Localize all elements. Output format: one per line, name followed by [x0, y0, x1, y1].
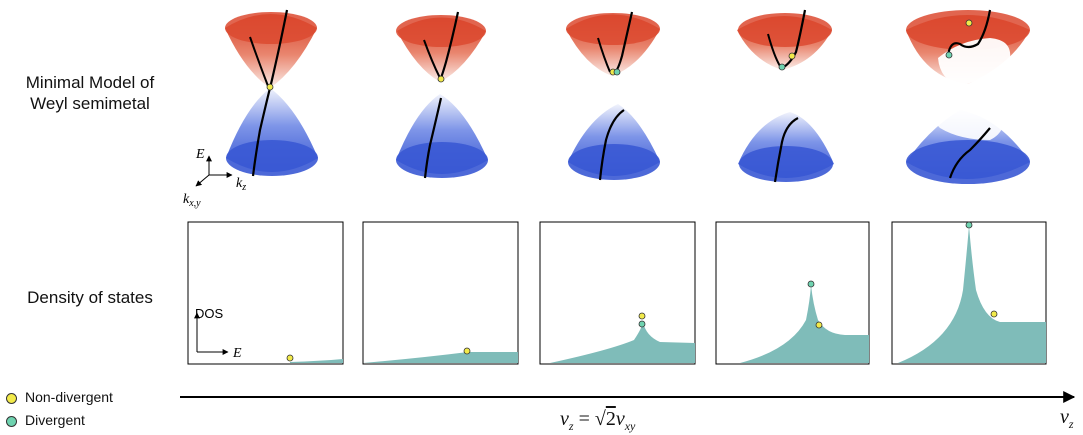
band-curve-2b	[423, 39, 441, 79]
dos-node-5b	[990, 310, 998, 318]
band-curve-4a	[781, 9, 807, 69]
cone-panel-3	[566, 11, 660, 181]
band-curve-5b	[948, 127, 991, 179]
band-curve-4b	[767, 33, 781, 67]
dos-panel-5	[891, 221, 1047, 365]
band-curve-3b	[597, 37, 611, 73]
axis-e-label: E	[195, 147, 205, 162]
legend-divergent: Divergent	[6, 412, 85, 428]
node-1	[266, 83, 274, 91]
band-curve-3c	[598, 109, 625, 181]
dos-node-1	[286, 354, 294, 362]
axis-kxy-label: kx,y	[183, 192, 201, 209]
legend-non-divergent-label: Non-divergent	[25, 389, 113, 405]
vz-condition: vz = √2vxy	[560, 408, 636, 433]
upper-rim-3	[566, 13, 660, 45]
node-4b	[778, 63, 786, 71]
model-label-line2: Weyl semimetal	[30, 94, 150, 113]
lower-rim-4	[739, 146, 833, 182]
vz-axis-label: vz	[1060, 406, 1074, 431]
lower-rim-2	[396, 142, 488, 178]
green-dot-icon	[6, 415, 17, 427]
dos-axis-x-label: E	[232, 346, 242, 361]
dos-panel-1: DOS E	[187, 221, 344, 365]
yellow-dot-icon	[6, 392, 17, 404]
upper-hole-5	[938, 38, 1011, 86]
dos-panel-3	[539, 221, 696, 365]
axis-3d-indicator: E kz kx,y	[183, 147, 246, 209]
band-curve-1b	[249, 36, 269, 87]
lower-rim-5	[906, 140, 1030, 184]
dos-panel-2	[362, 221, 519, 365]
dos-node-3b	[638, 320, 646, 328]
dos-node-4b	[815, 321, 823, 329]
node-5a	[965, 19, 973, 27]
model-label-line1: Minimal Model of	[25, 73, 155, 92]
cone-panel-4	[737, 9, 834, 183]
node-3b	[613, 68, 621, 76]
upper-rim-1	[225, 12, 317, 44]
legend-non-divergent: Non-divergent	[6, 389, 113, 405]
upper-rim-4	[738, 13, 832, 47]
axis-kz-label: kz	[236, 176, 246, 193]
node-4a	[788, 52, 796, 60]
dos-node-5a	[965, 221, 973, 229]
model-row-label: Minimal Model of Weyl semimetal	[0, 72, 180, 114]
dos-panel-4	[715, 221, 870, 365]
dos-node-4a	[807, 280, 815, 288]
axis-kxy	[195, 174, 210, 187]
band-curve-4c	[773, 117, 799, 183]
lower-rim-1	[226, 140, 318, 176]
cone-panel-2	[396, 11, 488, 179]
node-2	[437, 75, 445, 83]
lower-hole-5	[929, 99, 1004, 140]
band-curve-5a	[946, 9, 992, 57]
legend-divergent-label: Divergent	[25, 412, 85, 428]
upper-rim-2	[396, 15, 486, 47]
dos-row-label: Density of states	[27, 288, 153, 307]
dos-axis-y-label: DOS	[195, 306, 224, 321]
dos-node-2	[463, 347, 471, 355]
cone-panel-1	[225, 9, 318, 177]
lower-rim-3	[568, 144, 660, 180]
cone-panel-5	[906, 9, 1030, 184]
node-5b	[945, 51, 953, 59]
dos-node-3a	[638, 312, 646, 320]
band-curve-2c	[423, 97, 443, 179]
